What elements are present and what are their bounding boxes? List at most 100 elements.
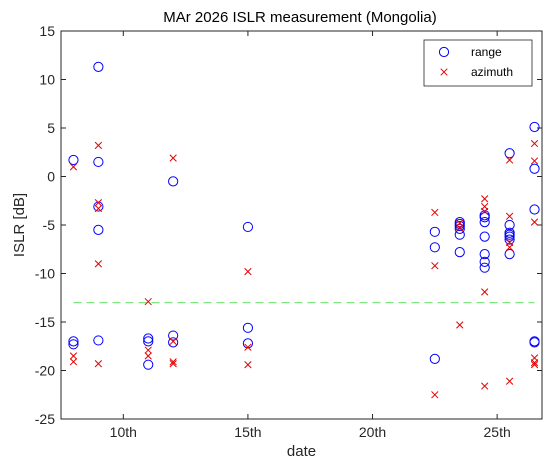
azimuth-point xyxy=(481,195,489,203)
legend-label-azimuth: azimuth xyxy=(471,65,513,79)
range-point xyxy=(168,176,179,187)
y-tick-label: -15 xyxy=(35,314,55,330)
legend-marker-range xyxy=(438,46,450,58)
azimuth-point xyxy=(94,141,103,150)
range-point xyxy=(479,249,490,260)
x-tick-label: 10th xyxy=(110,424,137,440)
x-tick-label: 20th xyxy=(359,424,386,440)
range-point xyxy=(529,337,540,348)
range-point xyxy=(143,333,154,344)
range-point xyxy=(93,201,104,212)
range-point xyxy=(504,249,515,260)
range-point xyxy=(454,247,465,258)
azimuth-point xyxy=(244,343,252,351)
range-point xyxy=(454,223,465,234)
y-tick-label: -5 xyxy=(43,217,56,233)
azimuth-point xyxy=(431,391,439,399)
legend-label-range: range xyxy=(471,45,502,59)
range-point xyxy=(504,234,515,245)
y-tick-label: 5 xyxy=(47,120,55,136)
range-point xyxy=(504,148,515,159)
range-point xyxy=(242,221,254,233)
y-tick-label: -10 xyxy=(35,266,55,282)
range-point xyxy=(168,337,179,348)
azimuth-point xyxy=(169,337,177,346)
range-point xyxy=(242,322,254,333)
range-point xyxy=(93,224,104,235)
y-tick-label: 0 xyxy=(47,169,55,185)
azimuth-point xyxy=(69,358,78,366)
range-point xyxy=(168,330,179,341)
azimuth-point xyxy=(431,208,439,217)
series-azimuth xyxy=(69,139,539,399)
legend: range azimuth xyxy=(423,39,533,87)
range-point xyxy=(479,262,490,273)
range-point xyxy=(429,353,440,364)
range-point xyxy=(68,339,79,350)
range-point xyxy=(68,336,79,347)
y-tick-label: -25 xyxy=(35,411,55,427)
y-axis-label: ISLR [dB] xyxy=(11,193,28,257)
range-point xyxy=(143,336,154,347)
range-point xyxy=(504,219,515,231)
azimuth-point xyxy=(169,358,177,366)
range-point xyxy=(479,231,490,242)
azimuth-point xyxy=(431,262,439,270)
azimuth-point xyxy=(94,199,103,207)
azimuth-point xyxy=(169,154,177,162)
azimuth-point xyxy=(530,157,539,165)
range-point xyxy=(429,226,440,237)
azimuth-point xyxy=(169,360,177,368)
x-axis-label: date xyxy=(287,443,316,460)
azimuth-point xyxy=(94,360,103,368)
range-point xyxy=(143,359,154,370)
azimuth-point xyxy=(505,243,514,251)
data-marks-layer xyxy=(68,61,540,399)
azimuth-point xyxy=(94,260,103,268)
y-tick-label: -20 xyxy=(35,363,55,379)
azimuth-point xyxy=(244,267,252,276)
azimuth-point xyxy=(530,218,539,226)
range-point xyxy=(529,204,540,215)
range-point xyxy=(68,154,79,166)
legend-marker-azimuth xyxy=(440,68,448,76)
range-point xyxy=(242,338,254,349)
y-tick-label: 15 xyxy=(39,23,55,39)
azimuth-point xyxy=(144,352,152,360)
range-point xyxy=(93,335,104,346)
azimuth-point xyxy=(505,377,514,385)
range-point xyxy=(529,121,540,133)
range-point xyxy=(454,229,465,240)
azimuth-point xyxy=(456,321,464,329)
azimuth-point xyxy=(144,297,152,306)
azimuth-point xyxy=(144,346,152,354)
range-point xyxy=(93,61,104,72)
x-tick-label: 15th xyxy=(234,424,261,440)
azimuth-point xyxy=(69,352,78,360)
range-point xyxy=(529,163,540,174)
azimuth-point xyxy=(69,163,78,171)
azimuth-point xyxy=(505,156,514,164)
range-point xyxy=(479,212,490,223)
azimuth-point xyxy=(244,361,252,369)
azimuth-point xyxy=(530,361,539,369)
series-range xyxy=(68,61,540,370)
range-point xyxy=(429,242,440,253)
axis-ticks-layer: 10th 15th 20th 25th -25 -20 -15 -10 -5 0 5 10 15 xyxy=(35,23,542,440)
azimuth-point xyxy=(530,139,539,148)
azimuth-point xyxy=(481,207,489,216)
azimuth-point xyxy=(481,288,489,296)
range-point xyxy=(93,156,104,168)
azimuth-point xyxy=(530,359,539,367)
x-tick-label: 25th xyxy=(484,424,511,440)
plot-area xyxy=(61,31,542,419)
range-point xyxy=(504,231,515,242)
range-point xyxy=(479,216,490,228)
azimuth-point xyxy=(94,204,103,213)
azimuth-point xyxy=(481,382,489,390)
azimuth-point xyxy=(505,212,514,220)
range-point xyxy=(479,256,490,267)
y-tick-label: 10 xyxy=(39,72,55,88)
chart-title: MAr 2026 ISLR measurement (Mongolia) xyxy=(163,9,436,26)
